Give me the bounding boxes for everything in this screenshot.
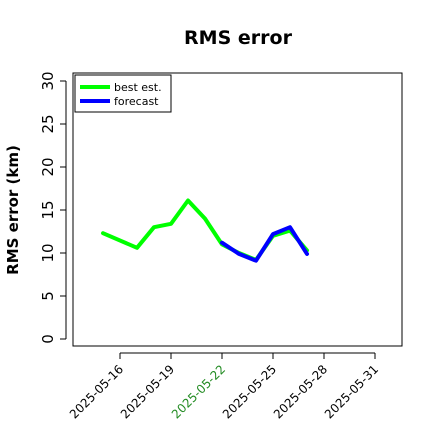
x-tick-label: 2025-05-22 [169,362,228,421]
x-axis: 2025-05-162025-05-192025-05-222025-05-25… [67,352,381,421]
series-layer [101,198,309,263]
legend: best est. forecast [74,74,172,113]
y-axis: 0 5 10 15 20 25 30 [39,71,67,344]
x-tick-label: 2025-05-25 [220,362,279,421]
y-tick-label: 30 [39,71,57,90]
legend-label-best-est: best est. [114,81,162,94]
series-line-best-est [101,198,309,262]
y-tick-label: 20 [39,157,57,176]
y-axis-label: RMS error (km) [4,145,22,275]
y-tick-label: 25 [39,114,57,133]
plot-frame [72,72,403,347]
legend-box [74,74,172,113]
x-tick-label: 2025-05-16 [67,362,126,421]
series-line-forecast [220,225,309,263]
y-tick-label: 15 [39,200,57,219]
y-tick-label: 10 [39,243,57,262]
x-tick-label: 2025-05-28 [271,362,330,421]
y-tick-label: 5 [39,291,57,301]
x-tick-label: 2025-05-19 [118,362,177,421]
legend-label-forecast: forecast [114,95,159,108]
x-tick-label: 2025-05-31 [322,362,381,421]
y-tick-label: 0 [39,334,57,344]
chart-title: RMS error [184,27,293,49]
